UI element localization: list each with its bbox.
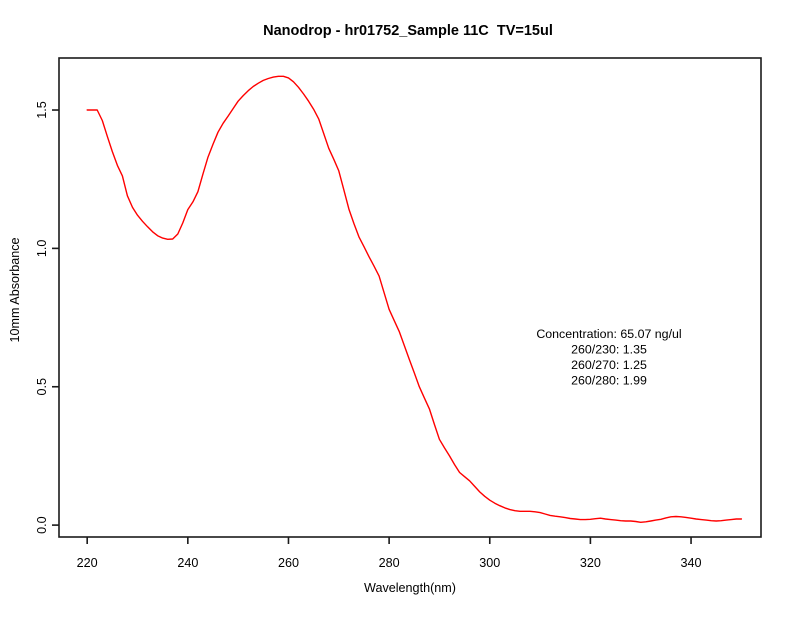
x-tick-label: 300 — [479, 556, 500, 570]
x-tick-label: 320 — [580, 556, 601, 570]
annotation-line: Concentration: 65.07 ng/ul — [536, 327, 681, 341]
annotation-line: 260/270: 1.25 — [571, 358, 647, 372]
y-axis-ticks: 0.0 0.5 1.0 1.5 — [35, 101, 59, 534]
y-tick-label: 1.5 — [35, 101, 49, 119]
y-tick-label: 1.0 — [35, 240, 49, 258]
x-tick-label: 220 — [77, 556, 98, 570]
x-axis-label: Wavelength(nm) — [364, 581, 456, 595]
x-tick-label: 260 — [278, 556, 299, 570]
plot-area-border — [58, 57, 762, 538]
x-tick-label: 280 — [379, 556, 400, 570]
x-tick-label: 340 — [681, 556, 702, 570]
x-axis-ticks: 220 240 260 280 300 320 340 — [77, 537, 702, 570]
annotation-line: 260/280: 1.99 — [571, 374, 647, 388]
chart-title: Nanodrop - hr01752_Sample 11C TV=15ul — [263, 23, 553, 39]
annotation-line: 260/230: 1.35 — [571, 343, 647, 357]
y-tick-label: 0.5 — [35, 378, 49, 396]
y-axis-label: 10mm Absorbance — [8, 237, 22, 342]
y-tick-label: 0.0 — [35, 516, 49, 534]
x-tick-label: 240 — [177, 556, 198, 570]
absorbance-curve — [86, 75, 743, 523]
